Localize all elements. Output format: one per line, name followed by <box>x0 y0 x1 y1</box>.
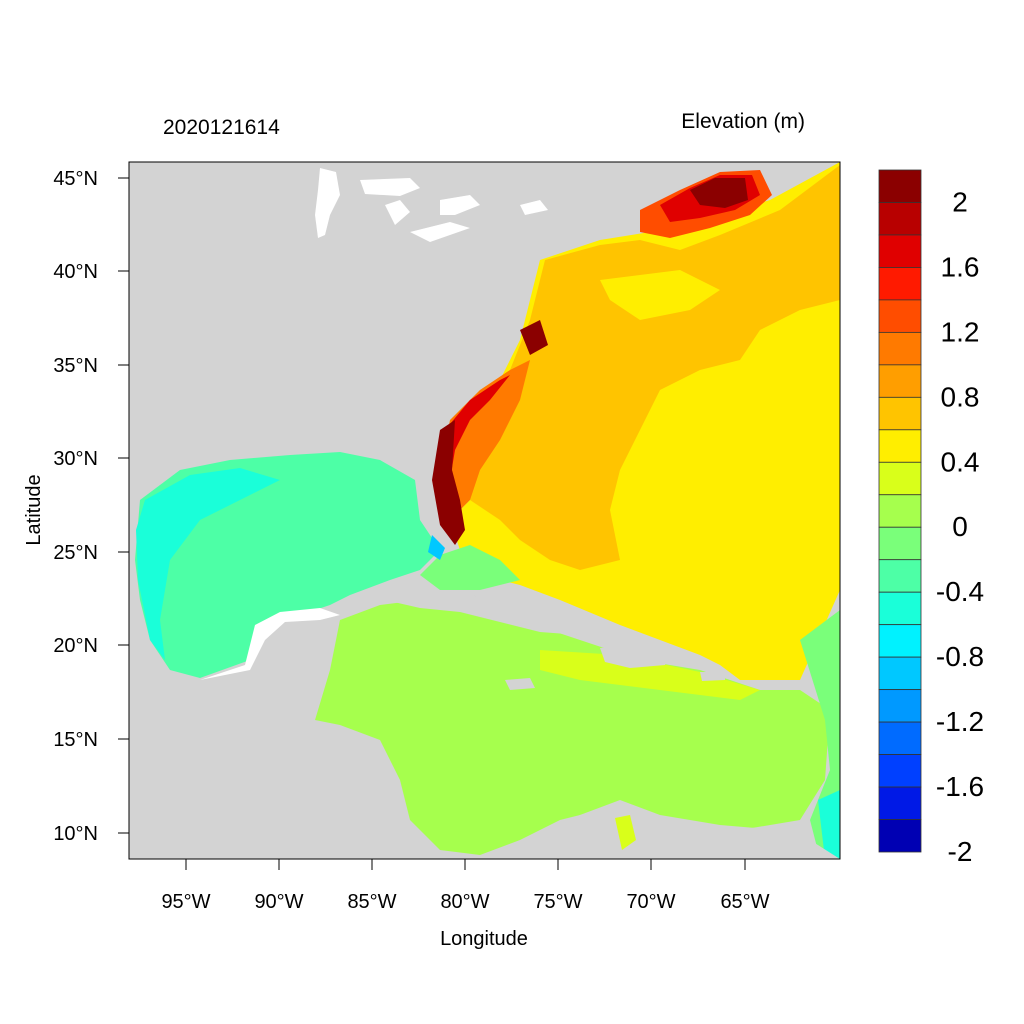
jamaica <box>505 678 535 690</box>
colorbar-swatch <box>878 267 922 301</box>
colorbar-label: -2 <box>948 836 973 867</box>
lat-tick-label: 35°N <box>53 355 98 377</box>
atlantic-orange <box>470 165 840 570</box>
colorbar-label: 0 <box>952 511 968 542</box>
lon-tick-label: 95°W <box>161 891 210 913</box>
variable-title: Elevation (m) <box>681 110 805 133</box>
lat-tick-label: 45°N <box>53 168 98 190</box>
lat-tick-label: 30°N <box>53 448 98 470</box>
colorbar-swatch <box>878 656 922 691</box>
central-america <box>129 720 420 859</box>
timestamp-title: 2020121614 <box>163 116 280 139</box>
latitude-axis: 45°N 40°N 35°N 30°N 25°N 20°N 15°N 10°N <box>53 168 129 845</box>
colorbar-swatch <box>878 364 922 398</box>
colorbar: 2 1.6 1.2 0.8 0.4 0 -0.4 -0.8 -1.2 -1.6 -2 <box>878 169 984 867</box>
lat-tick-label: 15°N <box>53 729 98 751</box>
colorbar-label: 0.4 <box>941 446 980 477</box>
colorbar-swatch <box>878 689 922 723</box>
colorbar-swatch <box>878 786 922 820</box>
colorbar-swatch <box>878 461 922 496</box>
colorbar-swatch <box>878 396 922 431</box>
longitude-axis: 95°W 90°W 85°W 80°W 75°W 70°W 65°W <box>161 859 770 913</box>
lon-tick-label: 90°W <box>254 891 303 913</box>
colorbar-swatch <box>878 169 922 203</box>
cuba <box>385 590 580 635</box>
lat-tick-label: 10°N <box>53 823 98 845</box>
lon-tick-label: 75°W <box>533 891 582 913</box>
lon-tick-label: 65°W <box>720 891 769 913</box>
lon-tick-label: 70°W <box>626 891 675 913</box>
colorbar-swatch <box>878 234 922 268</box>
southeast-coast-surge <box>440 360 530 520</box>
x-axis-label: Longitude <box>440 928 528 950</box>
colorbar-swatch <box>878 331 922 366</box>
colorbar-label: -0.4 <box>936 576 984 607</box>
colorbar-label: -1.2 <box>936 706 984 737</box>
puerto-rico <box>700 672 725 681</box>
colorbar-swatch <box>878 494 922 528</box>
colorbar-swatch <box>878 591 922 626</box>
lat-tick-label: 20°N <box>53 635 98 657</box>
colorbar-swatch <box>878 526 922 561</box>
colorbar-label: 1.2 <box>941 316 980 347</box>
colorbar-swatch <box>878 721 922 755</box>
colorbar-label: 1.6 <box>941 251 980 282</box>
lon-tick-label: 85°W <box>347 891 396 913</box>
colorbar-swatch <box>878 559 922 593</box>
colorbar-swatch <box>878 202 922 236</box>
colorbar-label: 2 <box>952 186 968 217</box>
south-america <box>520 800 840 859</box>
colorbar-swatch <box>878 429 922 463</box>
florida-straits <box>420 545 520 590</box>
map-frame <box>128 161 841 860</box>
colorbar-label: -1.6 <box>936 771 984 802</box>
lat-tick-label: 25°N <box>53 542 98 564</box>
colorbar-label: 0.8 <box>941 381 980 412</box>
caribbean-sea <box>315 600 830 855</box>
great-lakes <box>315 168 548 242</box>
colorbar-swatch <box>878 299 922 333</box>
colorbar-label: -0.8 <box>936 641 984 672</box>
colorbar-swatch <box>878 624 922 658</box>
colorbar-swatch <box>878 819 922 853</box>
lon-tick-label: 80°W <box>440 891 489 913</box>
map-plot-area <box>128 161 841 860</box>
y-axis-label: Latitude <box>23 474 45 545</box>
lat-tick-label: 40°N <box>53 261 98 283</box>
hispaniola <box>600 645 670 668</box>
colorbar-swatch <box>878 754 922 788</box>
